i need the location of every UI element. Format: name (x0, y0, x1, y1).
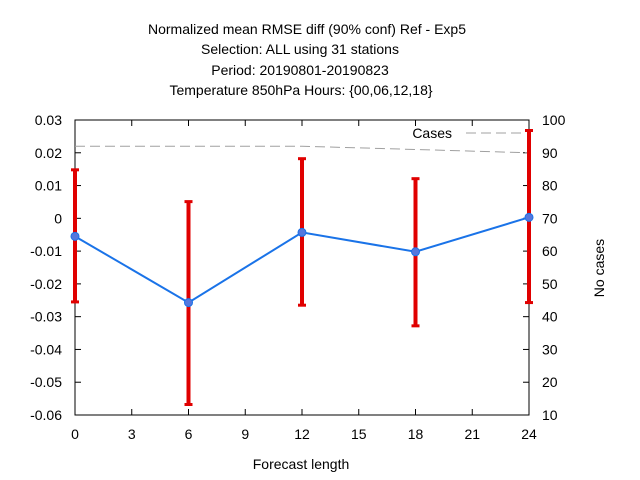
y2-axis-title: No cases (591, 239, 607, 297)
y2-tick-label: 90 (542, 145, 558, 161)
x-tick-label: 3 (128, 426, 136, 442)
y2-tick-label: 10 (542, 407, 558, 423)
y-tick-label: 0 (54, 210, 62, 226)
y-tick-label: 0.03 (35, 112, 62, 128)
data-point (184, 298, 193, 308)
y2-tick-label: 20 (542, 374, 558, 390)
y2-tick-label: 50 (542, 276, 558, 292)
title-line-3: Period: 20190801-20190823 (211, 62, 389, 78)
y2-tick-label: 30 (542, 341, 558, 357)
legend-label-cases: Cases (412, 125, 452, 141)
x-tick-label: 0 (71, 426, 79, 442)
data-point (411, 247, 420, 257)
y2-tick-label: 100 (542, 112, 566, 128)
cases-line (75, 145, 530, 154)
x-tick-label: 18 (408, 426, 424, 442)
y-tick-label: -0.01 (30, 243, 62, 259)
y-tick-label: -0.04 (30, 341, 62, 357)
y-tick-label: -0.06 (30, 407, 62, 423)
y-tick-label: 0.02 (35, 145, 62, 161)
title-line-1: Normalized mean RMSE diff (90% conf) Ref… (148, 21, 466, 37)
title-line-2: Selection: ALL using 31 stations (201, 41, 399, 57)
y-axis: -0.06 -0.05 -0.04 -0.03 -0.02 -0.01 0 0.01 0.02 0… (30, 112, 81, 423)
x-tick-label: 6 (185, 426, 193, 442)
y2-tick-label: 70 (542, 210, 558, 226)
y-tick-label: -0.03 (30, 309, 62, 325)
data-point (297, 227, 307, 237)
x-tick-label: 9 (241, 426, 249, 442)
chart-title: Normalized mean RMSE diff (90% conf) Ref… (148, 21, 466, 98)
x-tick-label: 21 (464, 426, 480, 442)
cases-series (75, 145, 530, 154)
x-tick-label: 12 (294, 426, 310, 442)
data-series (70, 128, 534, 407)
data-point (524, 212, 534, 222)
y2-tick-label: 80 (542, 178, 558, 194)
x-axis-title: Forecast length (253, 456, 350, 472)
x-axis: 0 3 6 9 12 15 18 21 24 (71, 120, 537, 442)
x-tick-label: 24 (521, 426, 537, 442)
title-line-4: Temperature 850hPa Hours: {00,06,12,18} (169, 82, 432, 98)
legend: Cases (412, 125, 522, 141)
y2-tick-label: 60 (542, 243, 558, 259)
y2-axis: 10 20 30 40 50 60 70 80 90 100 (523, 112, 566, 423)
x-tick-label: 15 (351, 426, 367, 442)
y-tick-label: 0.01 (35, 178, 62, 194)
data-point (70, 231, 80, 241)
y-tick-label: -0.02 (30, 276, 62, 292)
y2-tick-label: 40 (542, 309, 558, 325)
y-tick-label: -0.05 (30, 374, 62, 390)
